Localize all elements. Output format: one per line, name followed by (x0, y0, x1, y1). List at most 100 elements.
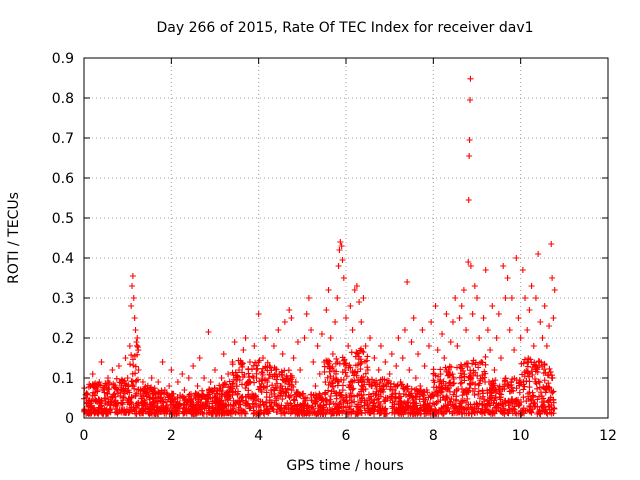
dense-point (350, 385, 357, 392)
data-point (487, 347, 494, 353)
dense-point (223, 410, 230, 417)
dense-point (456, 400, 463, 407)
dense-point (205, 407, 212, 414)
data-point (299, 391, 306, 397)
dense-point (394, 382, 401, 389)
data-point (124, 375, 131, 381)
dense-point (194, 408, 201, 415)
dense-point (490, 380, 497, 387)
dense-point (435, 373, 442, 380)
dense-point (221, 410, 228, 417)
dense-point (388, 393, 395, 400)
dense-point (327, 393, 334, 400)
dense-point (298, 407, 305, 414)
data-point (159, 359, 166, 365)
y-tick-label: 0.5 (52, 211, 74, 227)
dense-point (528, 368, 535, 375)
data-point (401, 327, 408, 333)
dense-point (212, 393, 219, 400)
dense-point (463, 410, 470, 417)
dense-point (105, 385, 112, 392)
data-point (500, 263, 507, 269)
dense-point (541, 407, 548, 414)
data-point (126, 343, 133, 349)
dense-point (360, 391, 367, 398)
dense-point (355, 379, 362, 386)
dense-point (219, 393, 226, 400)
data-point (325, 287, 332, 293)
dense-point (280, 388, 287, 395)
dense-point (273, 395, 280, 402)
dense-point (343, 373, 350, 380)
dense-point (249, 366, 256, 373)
dense-point (550, 388, 557, 395)
dense-point (93, 397, 100, 404)
data-point (335, 263, 342, 269)
data-point (214, 387, 221, 393)
dense-point (353, 349, 360, 356)
dense-point (160, 399, 167, 406)
dense-point (437, 387, 444, 394)
dense-point (128, 352, 135, 359)
dense-point (91, 404, 98, 411)
dense-point (523, 378, 530, 385)
dense-point (366, 399, 373, 406)
dense-point (209, 389, 216, 396)
dense-point (195, 401, 202, 408)
data-point (262, 335, 269, 341)
dense-point (471, 409, 478, 416)
data-point (201, 375, 208, 381)
dense-point (533, 380, 540, 387)
dense-point (453, 410, 460, 417)
data-point (240, 347, 247, 353)
data-point (393, 363, 400, 369)
dense-point (456, 403, 463, 410)
dense-point (287, 376, 294, 383)
dense-point (450, 391, 457, 398)
data-point (308, 327, 315, 333)
dense-point (389, 409, 396, 416)
data-point (109, 367, 116, 373)
dense-point (353, 372, 360, 379)
dense-point (531, 376, 538, 383)
data-point (549, 275, 556, 281)
dense-point (326, 368, 333, 375)
dense-point (124, 406, 131, 413)
dense-point (317, 403, 324, 410)
dense-point (246, 374, 253, 381)
dense-point (171, 410, 178, 417)
dense-point (270, 406, 277, 413)
data-point (377, 343, 384, 349)
dense-point (333, 368, 340, 375)
dense-point (476, 395, 483, 402)
dense-point (287, 392, 294, 399)
data-point (345, 343, 352, 349)
dense-point (362, 358, 369, 365)
data-point (349, 327, 356, 333)
data-point (142, 399, 149, 405)
dense-point (181, 409, 188, 416)
dense-point (481, 409, 488, 416)
dense-point (418, 389, 425, 396)
dense-point (534, 410, 541, 417)
dense-point (176, 400, 183, 407)
dense-point (430, 400, 437, 407)
dense-point (397, 405, 404, 412)
x-tick-label: 2 (167, 428, 176, 444)
dense-point (430, 377, 437, 384)
dense-point (351, 393, 358, 400)
dense-point (294, 410, 301, 417)
data-point (251, 343, 258, 349)
data-point (205, 329, 212, 335)
dense-point (397, 398, 404, 405)
dense-point (526, 389, 533, 396)
data-point (268, 391, 275, 397)
data-point (281, 319, 288, 325)
dense-point (529, 371, 536, 378)
data-point (120, 395, 127, 401)
dense-point (516, 389, 523, 396)
data-point (129, 283, 136, 289)
chart-title: Day 266 of 2015, Rate Of TEC Index for r… (156, 20, 533, 36)
dense-point (274, 380, 281, 387)
data-point (371, 355, 378, 361)
